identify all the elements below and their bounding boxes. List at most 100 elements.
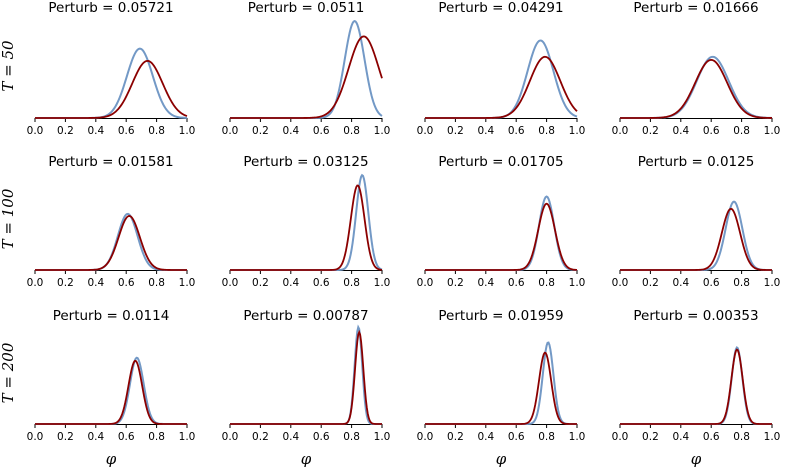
- density-curve-blue: [620, 346, 772, 425]
- x-tick-label: 1.0: [764, 277, 781, 289]
- x-axis-label: φ: [496, 450, 507, 468]
- x-tick-label: 0.8: [538, 431, 555, 443]
- x-tick-label: 0.4: [87, 125, 104, 137]
- x-tick-label: 0.8: [148, 431, 165, 443]
- density-curve-blue: [425, 39, 578, 119]
- x-tick-label: 0.2: [252, 277, 269, 289]
- x-tick-label: 0.6: [118, 277, 135, 289]
- x-tick-label: 1.0: [569, 277, 586, 289]
- density-curve-blue: [230, 324, 382, 425]
- density-curve-blue: [35, 47, 188, 119]
- x-tick-label: 0.8: [538, 125, 555, 137]
- x-tick-label: 0.8: [733, 431, 750, 443]
- density-curve-blue: [620, 55, 773, 119]
- x-tick-label: 0.2: [447, 431, 464, 443]
- density-curve-red: [230, 184, 383, 271]
- x-tick-label: 0.6: [508, 431, 525, 443]
- x-tick-label: 1.0: [179, 277, 196, 289]
- x-tick-label: 0.6: [703, 431, 720, 443]
- row-label-2: T = 100: [0, 188, 17, 249]
- density-curve-red: [425, 351, 577, 425]
- x-tick-label: 0.4: [87, 431, 104, 443]
- panel-title: Perturb = 0.04291: [438, 0, 563, 16]
- x-tick-label: 0.0: [417, 125, 434, 137]
- x-tick-label: 0.0: [612, 431, 629, 443]
- x-tick-label: 0.8: [148, 125, 165, 137]
- density-curve-red: [620, 58, 773, 119]
- x-tick-label: 0.8: [538, 277, 555, 289]
- x-tick-label: 0.4: [87, 277, 104, 289]
- panel-3: Perturb = 0.04291 0.0 0.2 0.4 0.6 0.8 1.0: [417, 0, 586, 137]
- x-tick-label: 0.2: [57, 277, 74, 289]
- panel-5: Perturb = 0.01581 0.0 0.2 0.4 0.6 0.8 1.0: [27, 154, 196, 289]
- x-tick-label: 0.6: [508, 125, 525, 137]
- x-tick-label: 1.0: [569, 125, 586, 137]
- x-tick-label: 1.0: [374, 125, 391, 137]
- panel-10: Perturb = 0.00787 0.0 0.2 0.4 0.6 0.8 1.0 φ: [222, 308, 391, 468]
- panel-4: Perturb = 0.01666 0.0 0.2 0.4 0.6 0.8 1.0: [612, 0, 781, 137]
- x-tick-label: 0.0: [222, 125, 239, 137]
- x-tick-label: 0.2: [447, 277, 464, 289]
- panel-12: Perturb = 0.00353 0.0 0.2 0.4 0.6 0.8 1.0 φ: [612, 308, 781, 468]
- x-tick-label: 0.6: [118, 431, 135, 443]
- x-axis-label: φ: [301, 450, 312, 468]
- density-curve-red: [620, 348, 772, 425]
- density-curve-red: [35, 215, 187, 271]
- density-curve-blue: [425, 195, 578, 271]
- x-tick-label: 1.0: [374, 277, 391, 289]
- x-tick-label: 0.0: [417, 277, 434, 289]
- density-curve-red: [230, 35, 383, 119]
- x-tick-label: 0.8: [343, 277, 360, 289]
- density-curve-red: [35, 59, 188, 119]
- x-tick-label: 0.0: [417, 431, 434, 443]
- panel-6: Perturb = 0.03125 0.0 0.2 0.4 0.6 0.8 1.0: [222, 154, 391, 289]
- x-tick-label: 0.4: [282, 125, 299, 137]
- x-tick-label: 0.2: [252, 125, 269, 137]
- panel-title: Perturb = 0.05721: [48, 0, 173, 16]
- x-tick-label: 1.0: [569, 431, 586, 443]
- x-tick-label: 0.2: [642, 125, 659, 137]
- x-tick-label: 0.6: [313, 125, 330, 137]
- panel-1: Perturb = 0.05721 0.0 0.2 0.4 0.6 0.8 1.0: [27, 0, 196, 137]
- x-tick-label: 0.2: [252, 431, 269, 443]
- density-curve-red: [425, 55, 578, 119]
- x-tick-label: 0.6: [313, 431, 330, 443]
- panel-title: Perturb = 0.00787: [243, 308, 368, 324]
- density-curve-red: [35, 359, 187, 425]
- x-axis-label: φ: [106, 450, 117, 468]
- panel-2: Perturb = 0.0511 0.0 0.2 0.4 0.6 0.8 1.0: [222, 0, 391, 137]
- x-tick-label: 0.8: [343, 431, 360, 443]
- x-tick-label: 0.4: [477, 431, 494, 443]
- row-label-1: T = 50: [0, 40, 17, 92]
- x-tick-label: 0.4: [282, 431, 299, 443]
- row-label-3: T = 200: [0, 342, 17, 403]
- x-tick-label: 0.4: [672, 431, 689, 443]
- x-tick-label: 0.0: [612, 277, 629, 289]
- x-axis-label: φ: [691, 450, 702, 468]
- x-tick-label: 0.8: [343, 125, 360, 137]
- x-tick-label: 0.4: [282, 277, 299, 289]
- panel-title: Perturb = 0.0125: [638, 154, 755, 170]
- panel-title: Perturb = 0.03125: [243, 154, 368, 170]
- panel-title: Perturb = 0.00353: [633, 308, 758, 324]
- density-curve-blue: [425, 341, 577, 425]
- x-tick-label: 0.0: [612, 125, 629, 137]
- x-tick-label: 0.6: [703, 277, 720, 289]
- x-tick-label: 0.6: [118, 125, 135, 137]
- x-tick-label: 0.0: [27, 277, 44, 289]
- x-tick-label: 0.2: [642, 277, 659, 289]
- x-tick-label: 0.0: [27, 431, 44, 443]
- density-curve-blue: [35, 356, 187, 425]
- density-curve-blue: [35, 212, 187, 271]
- panel-title: Perturb = 0.01959: [438, 308, 563, 324]
- x-tick-label: 0.4: [477, 277, 494, 289]
- x-tick-label: 0.0: [222, 277, 239, 289]
- x-tick-label: 0.4: [672, 125, 689, 137]
- panel-title: Perturb = 0.01705: [438, 154, 563, 170]
- x-tick-label: 0.6: [703, 125, 720, 137]
- x-tick-label: 0.2: [57, 431, 74, 443]
- panel-11: Perturb = 0.01959 0.0 0.2 0.4 0.6 0.8 1.0 φ: [417, 308, 586, 468]
- panel-title: Perturb = 0.0114: [53, 308, 170, 324]
- x-tick-label: 0.8: [148, 277, 165, 289]
